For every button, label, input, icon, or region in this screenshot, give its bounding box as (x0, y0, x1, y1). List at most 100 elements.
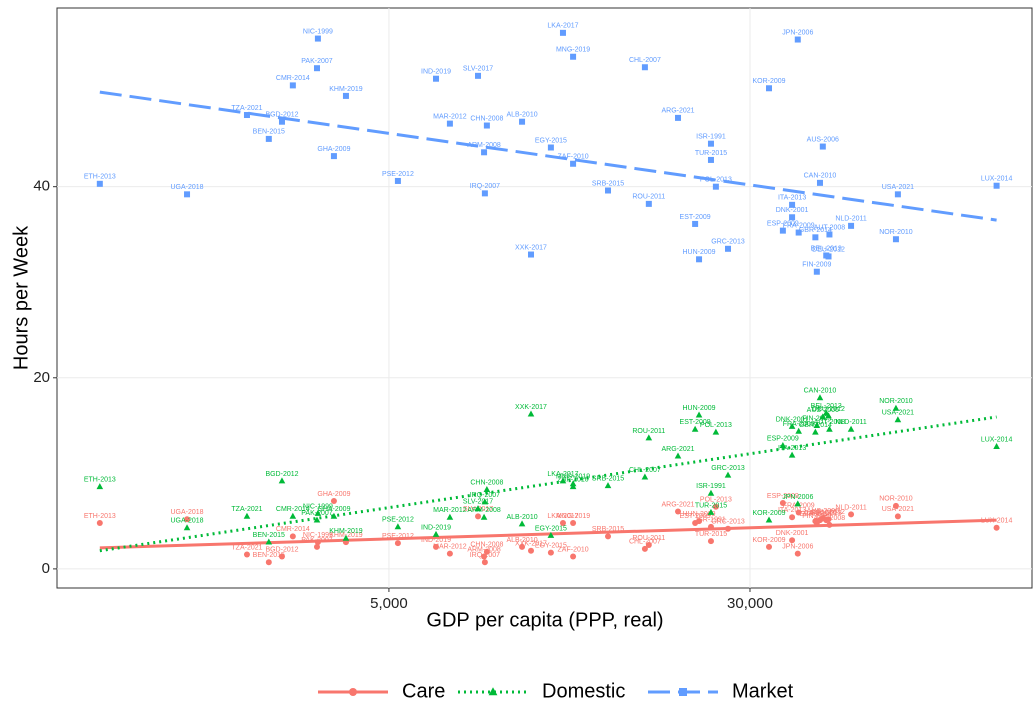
legend-marker (349, 688, 357, 696)
point (825, 412, 832, 419)
point (692, 220, 699, 227)
point (432, 530, 440, 537)
trend-line (99, 518, 997, 550)
point-label: BEL-2013 (811, 510, 842, 517)
point-label: UGA-2018 (170, 509, 203, 516)
point-label: POL-2013 (700, 497, 732, 504)
point-label: LUX-2014 (981, 436, 1013, 443)
point-label: ETH-2013 (84, 477, 116, 484)
legend-marker (488, 687, 498, 696)
point-label: BEN-2015 (253, 129, 285, 136)
point-label: XXK-2017 (515, 541, 547, 548)
point (789, 201, 796, 208)
point (330, 498, 337, 505)
point (433, 543, 440, 550)
point (779, 499, 786, 506)
point (483, 122, 490, 129)
point (559, 520, 566, 527)
point-label: TUR-2015 (695, 150, 727, 157)
point-label: ZAF-2010 (558, 154, 589, 161)
point-label: MAR-2012 (433, 507, 467, 514)
point-label: BGD-2012 (265, 471, 298, 478)
legend-label: Market (732, 680, 794, 702)
point-label: SLV-2017 (463, 499, 493, 506)
point (278, 553, 285, 560)
point (813, 421, 821, 428)
point-label: USA-2021 (882, 506, 914, 513)
point (795, 229, 802, 236)
point (481, 553, 488, 560)
point-label: IND-2019 (421, 69, 451, 76)
point-label: USA-2021 (882, 184, 914, 191)
point-label: DEU-2012 (812, 246, 845, 253)
point-label: IRQ-2007 (470, 183, 500, 190)
point (433, 75, 440, 82)
point (243, 551, 250, 558)
point (894, 513, 901, 520)
point (547, 144, 554, 151)
point-label: GBR-2014 (799, 422, 832, 429)
point-label: LUX-2014 (981, 176, 1013, 183)
point (342, 534, 350, 541)
point-label: ROU-2011 (632, 535, 665, 542)
point-label: ARM-2008 (467, 507, 501, 514)
point-label: SRB-2015 (592, 180, 624, 187)
point (779, 227, 786, 234)
point-label: EGY-2015 (535, 542, 567, 549)
point (483, 485, 491, 492)
point (96, 180, 103, 187)
point (481, 559, 488, 566)
point-label: CMR-2014 (276, 526, 310, 533)
point (645, 434, 653, 441)
point (483, 548, 490, 555)
point (394, 177, 401, 184)
point-label: LUX-2014 (981, 518, 1013, 525)
point-label: PSE-2012 (382, 171, 414, 178)
point-label: NOR-2010 (879, 398, 913, 405)
point (707, 156, 714, 163)
point-label: ALB-2010 (506, 537, 537, 544)
point (766, 543, 773, 550)
point (480, 513, 488, 520)
point-label: AUS-2006 (807, 508, 839, 515)
point-label: CMR-2014 (276, 506, 310, 513)
x-tick-label: 5,000 (370, 595, 408, 612)
point-label: CAN-2010 (804, 510, 837, 517)
point-label: EST-2009 (680, 419, 711, 426)
point (993, 524, 1000, 531)
point (707, 140, 714, 147)
point-label: BGD-2012 (265, 112, 298, 119)
point-label: ZAF-2010 (558, 477, 589, 484)
point (993, 442, 1000, 449)
point-label: NIC-1999 (303, 532, 333, 539)
point-label: XXK-2017 (515, 404, 547, 411)
point (674, 452, 682, 459)
point-label: CHL-2007 (629, 539, 661, 546)
point (96, 483, 104, 490)
point-label: AUS-2006 (807, 407, 839, 414)
point-label: FIN-2009 (802, 415, 831, 422)
series: ETH-2013 UGA-2018 TZA-2021 BGD-2012 BEN-2015… (84, 388, 1013, 545)
point-label: GRC-2013 (711, 519, 745, 526)
point (641, 545, 648, 552)
point-label: ARG-2021 (661, 446, 694, 453)
point (278, 477, 286, 484)
x-tick-label: 30,000 (727, 595, 773, 612)
point-label: ISR-1991 (696, 517, 726, 524)
point-label: CHN-2008 (470, 115, 503, 122)
point-label: NLD-2011 (835, 216, 866, 223)
point (712, 183, 719, 190)
point-label: KHM-2019 (329, 528, 363, 535)
point (289, 82, 296, 89)
point-label: EST-2009 (680, 214, 711, 221)
point (446, 120, 453, 127)
point-label: ETH-2013 (84, 513, 116, 520)
point (519, 118, 526, 125)
point-label: HUN-2009 (683, 405, 716, 412)
point-label: EGY-2015 (535, 525, 567, 532)
point-label: ALB-2010 (506, 514, 537, 521)
point (605, 533, 612, 540)
point-label: CHN-2008 (470, 479, 503, 486)
point-label: NOR-2010 (879, 229, 913, 236)
point (528, 251, 535, 258)
